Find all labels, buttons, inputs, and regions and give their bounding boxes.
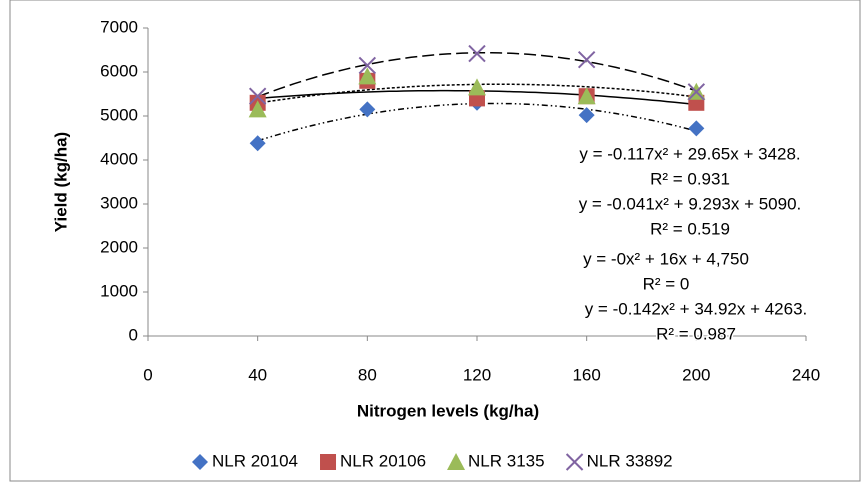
legend-label: NLR 33892 [587, 451, 673, 470]
x-tick-label: 200 [682, 365, 710, 384]
legend-label: NLR 3135 [468, 451, 545, 470]
y-axis-title: Yield (kg/ha) [51, 132, 70, 232]
y-tick-label: 0 [129, 325, 138, 344]
trendline-equation: R² = 0 [643, 274, 690, 293]
trendline-equation: y = -0.117x² + 29.65x + 3428. [579, 144, 800, 163]
legend-label: NLR 20104 [212, 451, 298, 470]
x-axis-title: Nitrogen levels (kg/ha) [357, 401, 539, 420]
data-point [358, 67, 377, 85]
data-point [578, 107, 595, 124]
trendline-equation: R² = 0.987 [656, 324, 736, 343]
y-tick-label: 1000 [100, 281, 138, 300]
trendline-equation: y = -0x² + 16x + 4,750 [583, 249, 749, 268]
x-tick-label: 0 [143, 365, 152, 384]
y-tick-label: 2000 [100, 237, 138, 256]
y-tick-label: 5000 [100, 105, 138, 124]
y-tick-label: 3000 [100, 193, 138, 212]
y-tick-label: 6000 [100, 61, 138, 80]
trendline [257, 102, 697, 142]
trendline-equation: y = -0.142x² + 34.92x + 4263. [585, 299, 808, 318]
data-point [468, 78, 486, 96]
data-point [248, 87, 267, 105]
x-tick-label: 240 [792, 365, 820, 384]
trendline-equation: R² = 0.519 [650, 219, 730, 238]
legend-marker [192, 454, 208, 470]
legend-marker [447, 453, 466, 470]
data-point [249, 135, 266, 152]
data-point [359, 101, 376, 118]
data-point [688, 120, 705, 137]
data-point [577, 87, 596, 105]
trendline-equation: R² = 0.931 [650, 169, 730, 188]
data-point [687, 83, 706, 101]
x-tick-label: 160 [572, 365, 600, 384]
chart-border [9, 0, 861, 482]
data-point [358, 56, 377, 75]
legend-marker [320, 454, 337, 470]
y-tick-label: 4000 [100, 149, 138, 168]
x-tick-label: 120 [463, 365, 491, 384]
trendline-equation: y = -0.041x² + 9.293x + 5090. [579, 194, 802, 213]
data-point [468, 44, 486, 63]
y-tick-label: 7000 [100, 17, 138, 36]
legend-marker [565, 453, 584, 471]
legend-label: NLR 20106 [340, 451, 426, 470]
x-tick-label: 40 [248, 365, 267, 384]
x-tick-label: 80 [358, 365, 377, 384]
data-point [248, 100, 267, 118]
data-point [577, 50, 596, 69]
